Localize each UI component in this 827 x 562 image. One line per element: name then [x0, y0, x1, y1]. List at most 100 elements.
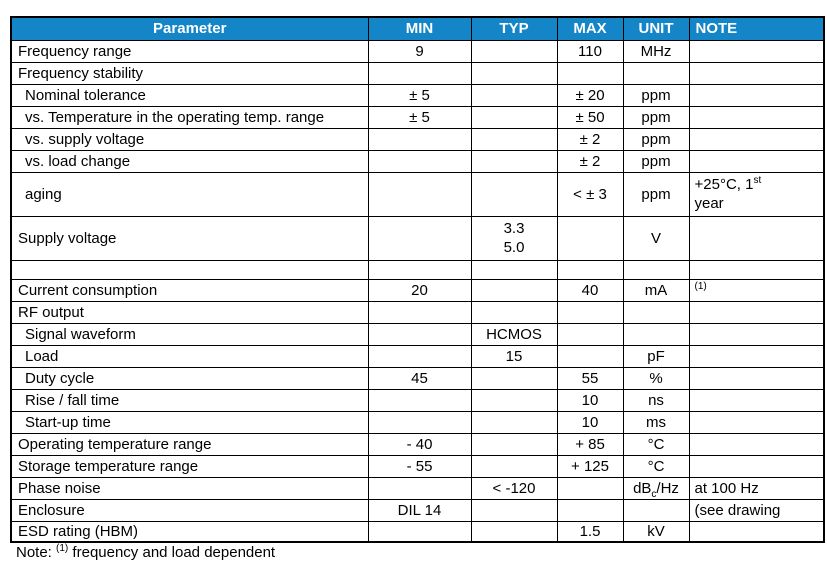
cell-min	[367, 149, 472, 173]
cell-min: 20	[367, 278, 472, 302]
cell-min	[367, 322, 472, 346]
cell-unit: ppm	[622, 127, 690, 151]
cell-min	[367, 520, 472, 542]
cell-max: ± 20	[556, 83, 624, 107]
table-row: Frequency stability	[10, 61, 825, 85]
cell-min	[367, 61, 472, 85]
column-header-max: MAX	[556, 16, 624, 41]
table-row: vs. Temperature in the operating temp. r…	[10, 105, 825, 129]
cell-min	[367, 171, 472, 217]
cell-param	[10, 259, 369, 280]
cell-unit: ppm	[622, 149, 690, 173]
cell-max: ± 2	[556, 149, 624, 173]
cell-min: 9	[367, 39, 472, 63]
table-row: Nominal tolerance ± 5 ± 20 ppm	[10, 83, 825, 107]
cell-param: Phase noise	[10, 476, 369, 500]
column-header-param: Parameter	[10, 16, 369, 41]
cell-min: ± 5	[367, 83, 472, 107]
cell-max: + 85	[556, 432, 624, 456]
cell-param: Load	[10, 344, 369, 368]
cell-max	[556, 322, 624, 346]
cell-note	[688, 344, 825, 368]
cell-note	[688, 520, 825, 542]
cell-param: Frequency range	[10, 39, 369, 63]
cell-unit: dBc/Hz	[622, 476, 690, 500]
cell-unit: MHz	[622, 39, 690, 63]
table-row: Duty cycle 45 55%	[10, 366, 825, 390]
cell-typ	[470, 520, 558, 542]
cell-min	[367, 300, 472, 324]
table-row: Frequency range 9 110 MHz	[10, 39, 825, 63]
cell-unit: %	[622, 366, 690, 390]
cell-max	[556, 259, 624, 280]
cell-max	[556, 476, 624, 500]
cell-param: Rise / fall time	[10, 388, 369, 412]
cell-max: ± 50	[556, 105, 624, 129]
cell-max: 40	[556, 278, 624, 302]
spec-table: Parameter MIN TYP MAX UNIT NOTE Frequency ran…	[10, 16, 825, 543]
cell-unit: ns	[622, 388, 690, 412]
cell-param: RF output	[10, 300, 369, 324]
cell-typ	[470, 39, 558, 63]
table-row: ESD rating (HBM) 1.5 kV	[10, 520, 825, 542]
cell-unit	[622, 61, 690, 85]
cell-typ	[470, 105, 558, 129]
cell-typ	[470, 149, 558, 173]
cell-typ: 15	[470, 344, 558, 368]
table-row: vs. load change ± 2 ppm	[10, 149, 825, 173]
cell-min: - 40	[367, 432, 472, 456]
cell-unit: ppm	[622, 171, 690, 217]
cell-note	[688, 127, 825, 151]
cell-min	[367, 410, 472, 434]
column-header-typ: TYP	[470, 16, 558, 41]
cell-note	[688, 105, 825, 129]
cell-min: 45	[367, 366, 472, 390]
cell-typ	[470, 259, 558, 280]
cell-typ	[470, 366, 558, 390]
cell-min	[367, 388, 472, 412]
cell-unit: °C	[622, 432, 690, 456]
spec-table-header: Parameter MIN TYP MAX UNIT NOTE	[10, 16, 825, 41]
table-row: Signal waveform HCMOS	[10, 322, 825, 346]
table-row: Enclosure DIL 14 (see drawing	[10, 498, 825, 522]
cell-max	[556, 344, 624, 368]
cell-note	[688, 366, 825, 390]
cell-min	[367, 476, 472, 500]
cell-typ: HCMOS	[470, 322, 558, 346]
cell-max: 1.5	[556, 520, 624, 542]
cell-note	[688, 300, 825, 324]
cell-param: Start-up time	[10, 410, 369, 434]
cell-max: 110	[556, 39, 624, 63]
table-row: Load 15 pF	[10, 344, 825, 368]
cell-max: < ± 3	[556, 171, 624, 217]
cell-max	[556, 215, 624, 261]
cell-note	[688, 83, 825, 107]
cell-max: + 125	[556, 454, 624, 478]
cell-unit	[622, 259, 690, 280]
cell-note: (1)	[688, 278, 825, 302]
cell-unit: mA	[622, 278, 690, 302]
table-row: Supply voltage 3.3 5.0 V	[10, 215, 825, 261]
cell-typ	[470, 61, 558, 85]
column-header-note: NOTE	[688, 16, 825, 41]
cell-min	[367, 259, 472, 280]
cell-typ	[470, 454, 558, 478]
cell-max: ± 2	[556, 127, 624, 151]
cell-unit: pF	[622, 344, 690, 368]
cell-note	[688, 149, 825, 173]
cell-param: vs. Temperature in the operating temp. r…	[10, 105, 369, 129]
cell-param: Duty cycle	[10, 366, 369, 390]
cell-param: aging	[10, 171, 369, 217]
cell-unit	[622, 300, 690, 324]
table-row: aging < ± 3 ppm +25°C, 1st year	[10, 171, 825, 217]
table-row: Start-up time 10 ms	[10, 410, 825, 434]
cell-note	[688, 259, 825, 280]
cell-typ	[470, 388, 558, 412]
table-row: vs. supply voltage ± 2 ppm	[10, 127, 825, 151]
cell-min: - 55	[367, 454, 472, 478]
cell-unit: V	[622, 215, 690, 261]
cell-param: Supply voltage	[10, 215, 369, 261]
table-row: Phase noise < -120 dBc/Hz at 100 Hz	[10, 476, 825, 500]
table-row: RF output	[10, 300, 825, 324]
spec-table-body: Frequency range 9 110 MHz Frequency stabilit…	[10, 39, 825, 542]
